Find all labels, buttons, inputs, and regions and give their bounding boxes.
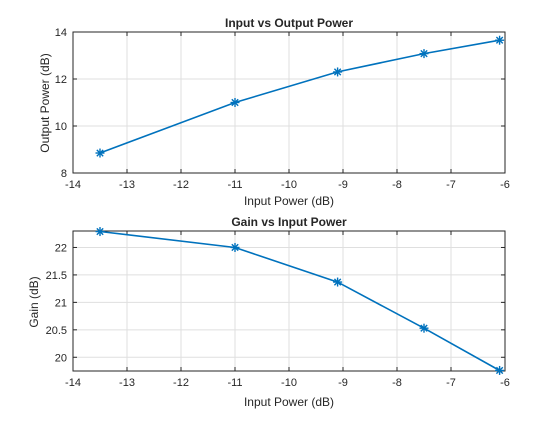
y-axis-label: Gain (dB): [27, 276, 41, 327]
y-tick-label: 12: [55, 74, 67, 86]
data-point-marker: [419, 323, 429, 333]
y-tick-label: 10: [55, 121, 67, 133]
x-tick-label: -12: [173, 179, 189, 191]
y-tick-label: 21: [55, 297, 67, 309]
x-tick-label: -13: [119, 179, 135, 191]
data-point-marker: [333, 67, 343, 77]
data-point-marker: [495, 35, 505, 45]
data-point-marker: [230, 242, 240, 252]
axes-frame: [72, 230, 506, 372]
x-tick-label: -7: [446, 179, 456, 191]
x-axis-label: Input Power (dB): [244, 395, 334, 409]
x-tick-label: -9: [338, 377, 348, 389]
data-point-marker: [419, 49, 429, 59]
chart-input-vs-output-power: Input vs Output Power Input Power (dB) O…: [38, 16, 510, 208]
y-tick-label: 21.5: [46, 270, 67, 282]
x-tick-label: -8: [392, 179, 402, 191]
data-point-marker: [95, 227, 105, 237]
y-tick-label: 20.5: [46, 325, 67, 337]
x-tick-label: -9: [338, 179, 348, 191]
x-axis-label: Input Power (dB): [244, 194, 334, 208]
x-tick-label: -8: [392, 377, 402, 389]
x-tick-label: -6: [500, 179, 510, 191]
x-tick-label: -6: [500, 377, 510, 389]
axes-frame: [72, 31, 506, 174]
x-tick-label: -11: [227, 179, 242, 191]
x-tick-label: -11: [227, 377, 242, 389]
x-tick-label: -14: [65, 377, 81, 389]
chart-title: Input vs Output Power: [225, 16, 353, 30]
y-tick-label: 22: [55, 242, 67, 254]
x-tick-label: -7: [446, 377, 456, 389]
x-tick-label: -10: [281, 377, 297, 389]
x-tick-label: -13: [119, 377, 135, 389]
y-tick-label: 14: [55, 27, 67, 39]
y-tick-label: 20: [55, 352, 67, 364]
chart-gain-vs-input-power: Gain vs Input Power Input Power (dB) Gai…: [27, 215, 510, 409]
y-axis-label: Output Power (dB): [38, 53, 52, 152]
data-point-marker: [95, 148, 105, 158]
x-tick-label: -14: [65, 179, 81, 191]
data-point-marker: [333, 277, 343, 287]
data-point-marker: [230, 98, 240, 107]
data-point-marker: [495, 365, 505, 375]
x-tick-label: -12: [173, 377, 189, 389]
x-tick-label: -10: [281, 179, 297, 191]
y-tick-label: 8: [61, 168, 67, 180]
chart-title: Gain vs Input Power: [231, 215, 347, 229]
